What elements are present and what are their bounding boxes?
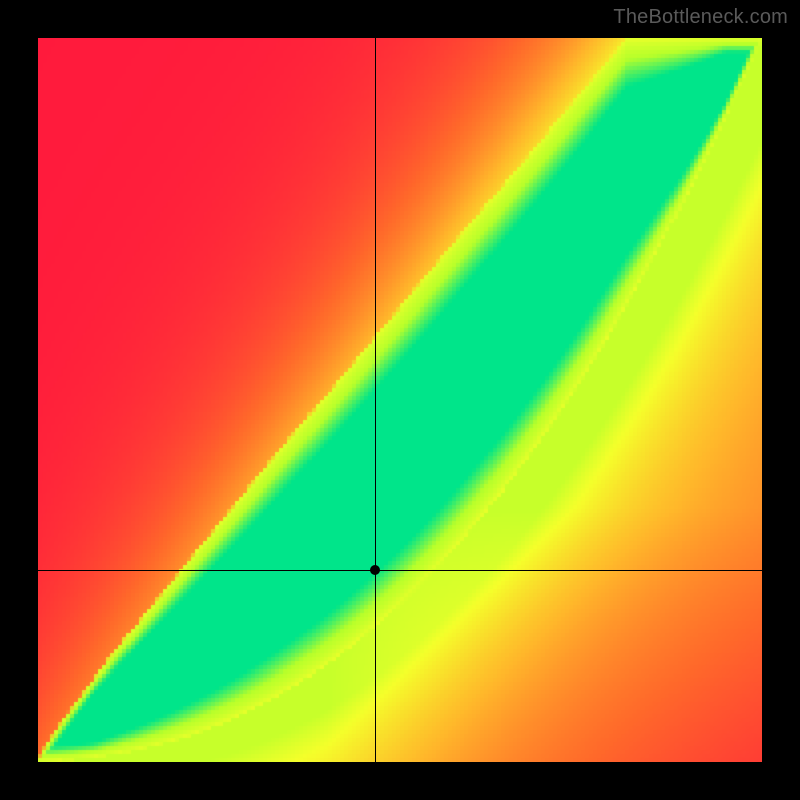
crosshair-vertical	[375, 38, 376, 762]
crosshair-marker	[370, 565, 380, 575]
heatmap-canvas	[38, 38, 762, 762]
chart-container: TheBottleneck.com	[0, 0, 800, 800]
plot-area	[38, 38, 762, 762]
watermark-text: TheBottleneck.com	[613, 6, 788, 29]
crosshair-horizontal	[38, 570, 762, 571]
